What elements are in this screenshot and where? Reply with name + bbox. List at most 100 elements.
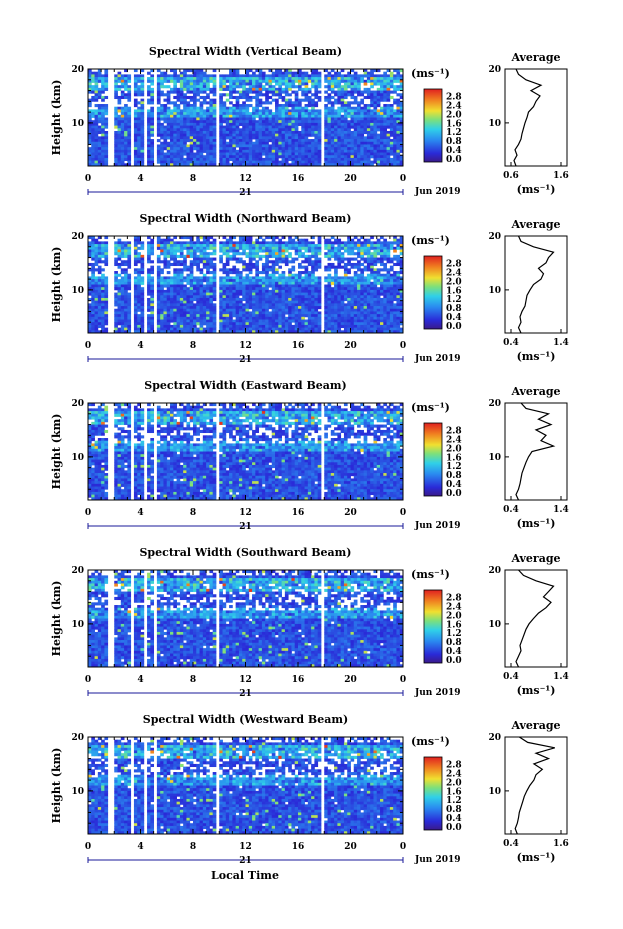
heatmap-cell [351, 80, 355, 83]
heatmap-cell [137, 107, 141, 110]
heatmap-cell [173, 268, 177, 271]
heatmap-cell [147, 161, 151, 164]
heatmap-cell [328, 107, 332, 110]
heatmap-cell [288, 126, 292, 129]
heatmap-cell [186, 247, 190, 250]
heatmap-cell [377, 88, 381, 91]
heatmap-cell [275, 287, 279, 290]
heatmap-cell [239, 309, 243, 312]
heatmap-cell [163, 104, 167, 107]
heatmap-cell [226, 126, 230, 129]
heatmap-cell [219, 268, 223, 271]
heatmap-cell [324, 244, 328, 247]
heatmap-cell [91, 109, 95, 112]
heatmap-cell [213, 112, 217, 115]
heatmap-cell [219, 104, 223, 107]
heatmap-cell [301, 112, 305, 115]
heatmap-cell [252, 317, 256, 320]
heatmap-cell [357, 88, 361, 91]
heatmap-cell [380, 144, 384, 147]
heatmap-cell [239, 285, 243, 288]
heatmap-cell [196, 268, 200, 271]
heatmap-cell [193, 96, 197, 99]
heatmap-cell [190, 282, 194, 285]
heatmap-cell [252, 85, 256, 88]
heatmap-cell [134, 77, 138, 80]
heatmap-cell [288, 101, 292, 104]
heatmap-cell [360, 139, 364, 142]
heatmap-cell [200, 271, 204, 274]
heatmap-cell [118, 295, 122, 298]
heatmap-cell [259, 298, 263, 301]
heatmap-cell [311, 126, 315, 129]
heatmap-cell [262, 158, 266, 161]
heatmap-cell [298, 142, 302, 145]
heatmap-cell [242, 249, 246, 252]
heatmap-cell [206, 303, 210, 306]
heatmap-cell [268, 325, 272, 328]
heatmap-cell [236, 155, 240, 158]
heatmap-cell [121, 263, 125, 266]
heatmap-cell [141, 161, 145, 164]
heatmap-cell [370, 153, 374, 156]
heatmap-cell [160, 268, 164, 271]
heatmap-cell [232, 120, 236, 123]
heatmap-cell [232, 96, 236, 99]
heatmap-cell [170, 115, 174, 118]
heatmap-cell [262, 306, 266, 309]
heatmap-cell [209, 279, 213, 282]
heatmap-cell [278, 260, 282, 263]
heatmap-cell [137, 142, 141, 145]
heatmap-cell [127, 260, 131, 263]
heatmap-cell [236, 249, 240, 252]
heatmap-cell [104, 72, 108, 75]
heatmap-cell [239, 161, 243, 164]
heatmap-cell [219, 260, 223, 263]
heatmap-cell [328, 144, 332, 147]
heatmap-cell [246, 107, 250, 110]
heatmap-cell [229, 72, 233, 75]
heatmap-cell [314, 153, 318, 156]
heatmap-cell [200, 328, 204, 331]
heatmap-cell [147, 139, 151, 142]
heatmap-cell [219, 303, 223, 306]
heatmap-cell [298, 112, 302, 115]
heatmap-cell [183, 161, 187, 164]
heatmap-cell [242, 93, 246, 96]
heatmap-cell [101, 147, 105, 150]
heatmap-cell [167, 293, 171, 296]
x-tick-label: 4 [137, 174, 143, 184]
heatmap-cell [308, 301, 312, 304]
heatmap-cell [95, 161, 99, 164]
heatmap-cell [252, 136, 256, 139]
heatmap-cell [229, 247, 233, 250]
heatmap-cell [308, 249, 312, 252]
heatmap-cell [190, 155, 194, 158]
heatmap-cell [252, 142, 256, 145]
heatmap-cell [393, 91, 397, 94]
heatmap-cell [160, 314, 164, 317]
heatmap-cell [147, 150, 151, 153]
heatmap-cell [121, 96, 125, 99]
heatmap-cell [272, 295, 276, 298]
heatmap-cell [203, 131, 207, 134]
heatmap-cell [101, 287, 105, 290]
heatmap-cell [95, 155, 99, 158]
heatmap-cell [380, 126, 384, 129]
heatmap-cell [252, 244, 256, 247]
heatmap-cell [118, 131, 122, 134]
heatmap-cell [259, 279, 263, 282]
heatmap-cell [275, 263, 279, 266]
heatmap-cell [160, 74, 164, 77]
heatmap-cell [360, 131, 364, 134]
heatmap-cell [259, 131, 263, 134]
heatmap-cell [262, 109, 266, 112]
heatmap-cell [242, 293, 246, 296]
heatmap-cell [337, 134, 341, 137]
heatmap-cell [121, 322, 125, 325]
heatmap-cell [121, 311, 125, 314]
heatmap-cell [275, 309, 279, 312]
heatmap-cell [173, 301, 177, 304]
heatmap-cell [337, 153, 341, 156]
heatmap-cell [262, 328, 266, 331]
